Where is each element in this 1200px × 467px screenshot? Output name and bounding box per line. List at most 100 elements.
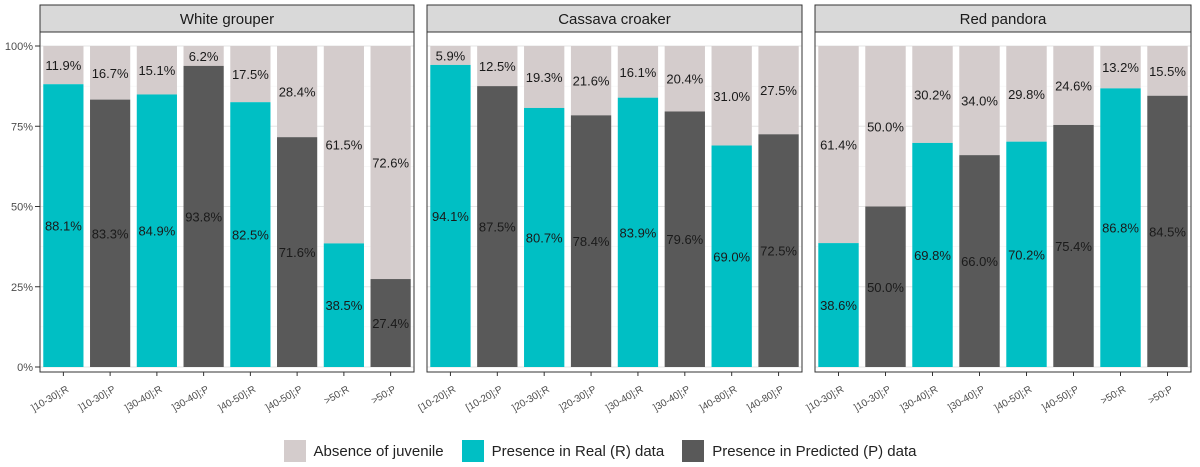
- bar-absence-segment: [323, 46, 364, 244]
- legend-item-predicted: Presence in Predicted (P) data: [682, 440, 916, 462]
- bar-presence-segment: [43, 84, 84, 367]
- x-tick-label: ]40-80];R: [698, 384, 739, 414]
- x-tick-label: ]30-40];R: [899, 384, 940, 414]
- bar-absence-segment: [277, 46, 318, 138]
- data-label-presence: 84.9%: [138, 224, 175, 239]
- bar-presence-segment: [430, 64, 471, 368]
- data-label-absence: 16.1%: [620, 65, 657, 80]
- data-label-absence: 34.0%: [961, 94, 998, 109]
- y-tick-label: 25%: [11, 282, 33, 294]
- x-tick-label: ]30-40];P: [170, 384, 211, 414]
- panel-border: [39, 31, 415, 373]
- data-label-absence: 11.9%: [45, 58, 81, 73]
- bar-presence-segment: [90, 99, 131, 368]
- data-label-absence: 15.1%: [138, 63, 175, 78]
- legend-label-predicted: Presence in Predicted (P) data: [712, 442, 917, 460]
- bar-presence-segment: [183, 65, 224, 367]
- data-label-absence: 27.5%: [760, 83, 797, 98]
- panel-title: White grouper: [180, 11, 274, 28]
- bar-presence-segment: [1100, 88, 1141, 367]
- x-tick-label: ]20-30];R: [511, 384, 552, 414]
- x-tick-label: ]10-30];R: [30, 384, 71, 414]
- bar-absence-segment: [1006, 46, 1047, 142]
- data-label-presence: 69.8%: [914, 248, 951, 263]
- x-tick-label: [10-20];P: [464, 384, 505, 414]
- bar-absence-segment: [183, 46, 224, 66]
- x-tick-label: ]40-50];R: [217, 384, 258, 414]
- data-label-absence: 21.6%: [573, 74, 610, 89]
- bar-absence-segment: [570, 46, 612, 116]
- bar-presence-segment: [370, 279, 411, 367]
- bar-presence-segment: [1053, 124, 1094, 367]
- x-tick-label: ]40-50];P: [264, 384, 305, 414]
- data-label-presence: 75.4%: [1055, 239, 1092, 254]
- x-tick-label: ]10-30];R: [805, 384, 846, 414]
- x-tick-label: ]10-30];P: [852, 384, 893, 414]
- legend-item-absence: Absence of juvenile: [283, 440, 444, 462]
- legend-swatch-real: [461, 440, 484, 462]
- data-label-absence: 72.6%: [372, 156, 409, 171]
- data-label-presence: 87.5%: [479, 220, 516, 235]
- bar-absence-segment: [370, 46, 411, 280]
- bar-absence-segment: [43, 46, 84, 85]
- x-tick-label: ]40-80];P: [745, 384, 786, 414]
- x-tick-label: ]30-40];P: [652, 384, 693, 414]
- bar-presence-segment: [959, 155, 1000, 367]
- data-label-presence: 38.5%: [325, 298, 362, 313]
- y-tick-label: 50%: [11, 202, 33, 214]
- legend-swatch-predicted: [682, 440, 705, 462]
- data-label-absence: 24.6%: [1055, 78, 1092, 93]
- panel-border: [426, 31, 803, 373]
- data-label-absence: 61.5%: [325, 138, 362, 153]
- panel-strip: [39, 4, 415, 33]
- data-label-absence: 13.2%: [1102, 60, 1139, 75]
- panel-title: Cassava croaker: [558, 11, 671, 28]
- bar-absence-segment: [1053, 46, 1094, 125]
- y-tick-label: 100%: [5, 41, 33, 53]
- data-label-presence: 83.9%: [620, 225, 657, 240]
- x-tick-label: >50;P: [1147, 384, 1176, 407]
- data-label-presence: 69.0%: [713, 249, 750, 264]
- x-tick-label: ]30-40];P: [946, 384, 987, 414]
- data-label-absence: 50.0%: [867, 119, 904, 134]
- bar-absence-segment: [664, 46, 705, 112]
- data-label-presence: 78.4%: [573, 234, 610, 249]
- bar-presence-segment: [277, 137, 318, 367]
- data-label-presence: 72.5%: [760, 244, 797, 259]
- bar-absence-segment: [818, 46, 859, 244]
- bar-presence-segment: [136, 94, 177, 367]
- bar-absence-segment: [711, 46, 752, 146]
- data-label-absence: 30.2%: [914, 87, 951, 102]
- data-label-absence: 16.7%: [92, 66, 129, 81]
- bar-absence-segment: [136, 46, 177, 95]
- bar-presence-segment: [1147, 95, 1188, 367]
- data-label-presence: 86.8%: [1102, 221, 1139, 236]
- panel-strip: [426, 4, 803, 33]
- x-tick-label: ]40-50];R: [993, 384, 1034, 414]
- bar-presence-segment: [912, 142, 953, 367]
- bar-absence-segment: [959, 46, 1000, 156]
- bar-presence-segment: [524, 107, 565, 367]
- bar-presence-segment: [865, 206, 906, 367]
- x-tick-label: >50;P: [370, 384, 399, 407]
- x-tick-label: >50;R: [323, 384, 352, 407]
- x-tick-label: ]40-50];P: [1040, 384, 1081, 414]
- data-label-presence: 93.8%: [185, 209, 222, 224]
- data-label-absence: 6.2%: [189, 49, 219, 64]
- bar-absence-segment: [477, 46, 518, 87]
- panel-title: Red pandora: [960, 11, 1047, 28]
- legend: Absence of juvenile Presence in Real (R)…: [0, 440, 1200, 462]
- data-label-presence: 88.1%: [45, 219, 82, 234]
- bar-presence-segment: [1006, 141, 1047, 367]
- data-label-presence: 82.5%: [232, 228, 269, 243]
- data-label-absence: 17.5%: [232, 67, 269, 82]
- bar-presence-segment: [230, 102, 271, 368]
- data-label-presence: 70.2%: [1008, 247, 1045, 262]
- bar-absence-segment: [524, 46, 565, 108]
- data-label-presence: 94.1%: [432, 209, 469, 224]
- legend-label-absence: Absence of juvenile: [313, 442, 444, 460]
- data-label-absence: 15.5%: [1149, 64, 1186, 79]
- x-tick-label: ]20-30];P: [558, 384, 599, 414]
- data-label-presence: 27.4%: [372, 316, 409, 331]
- data-label-absence: 61.4%: [820, 138, 857, 153]
